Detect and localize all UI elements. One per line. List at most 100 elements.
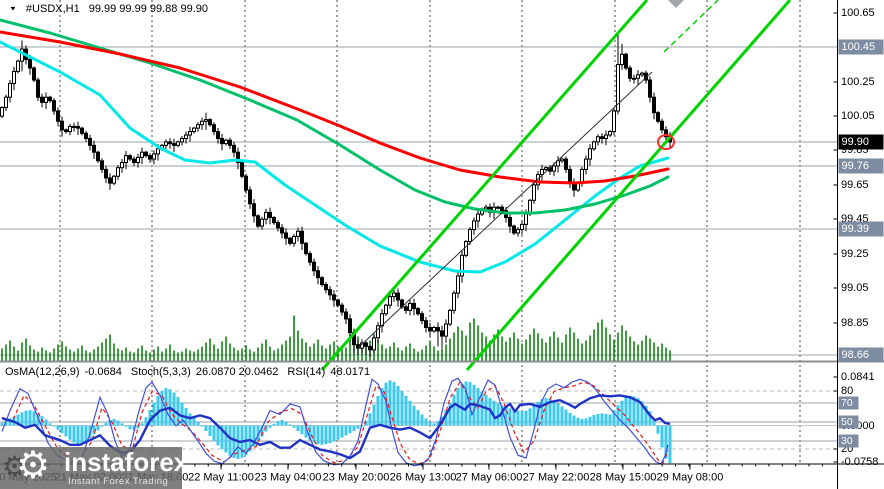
volume-bar (69, 349, 71, 361)
volume-bar (269, 346, 271, 361)
osma-bar (216, 425, 220, 446)
volume-bar (249, 349, 251, 361)
osma-bar (92, 425, 96, 435)
osma-bar (316, 425, 320, 445)
osma-bar (24, 410, 28, 426)
volume-bar (253, 351, 255, 361)
osma-bar (156, 395, 160, 426)
candle-bull (516, 229, 520, 234)
osma-bar (264, 425, 268, 432)
stochastic-signal-line (1, 380, 669, 465)
osma-bar (356, 425, 360, 429)
price-tick-label: 99.05 (841, 282, 869, 294)
osma-bar (516, 410, 520, 426)
osma-bar (636, 398, 640, 426)
osma-bar (276, 421, 280, 426)
candle-bull (116, 167, 120, 177)
badge-label: 100.45 (842, 41, 876, 53)
volume-bar (557, 337, 559, 361)
osma-bar (304, 425, 308, 438)
candle-bull (152, 153, 156, 160)
price-tick-label: 99.25 (841, 248, 869, 260)
volume-bar (85, 350, 87, 361)
time-axis-label: 27 May 06:00 (456, 472, 523, 484)
osma-bar (116, 420, 120, 426)
candle-bull (180, 137, 184, 143)
volume-bar (133, 352, 135, 361)
badge-label: 98.66 (842, 349, 870, 361)
volume-bar (513, 332, 515, 361)
candle-bear (300, 230, 304, 244)
volume-bar (145, 350, 147, 361)
support-resistance-lines (0, 46, 838, 356)
candle-bull (12, 70, 16, 84)
candle-bear (132, 158, 136, 164)
osma-bar (68, 425, 72, 440)
osma-bar (252, 425, 256, 447)
candle-bull (604, 134, 608, 139)
time-axis-label: 28 May 15:00 (590, 472, 657, 484)
candle-bear (304, 242, 308, 255)
volume-bar (349, 334, 351, 361)
candle-bear (624, 53, 628, 69)
osma-bar (232, 425, 236, 458)
candle-bear (56, 110, 60, 122)
trend-channel[interactable] (320, 0, 792, 371)
volume-bar (213, 344, 215, 361)
price-tick-label: 99.65 (841, 179, 869, 191)
chart-shift-marker-icon (668, 0, 684, 8)
osma-bar (480, 391, 484, 426)
candle-bear (60, 120, 64, 131)
osma-bar (548, 398, 552, 426)
osma-bar (172, 392, 176, 426)
volume-bar (273, 350, 275, 361)
osma-bar (248, 425, 252, 452)
volume-bar (73, 351, 75, 361)
osma-bar (652, 418, 656, 426)
osma-bar (224, 425, 228, 453)
candle-bear (328, 289, 332, 296)
candle-bull (608, 131, 612, 136)
volume-bar (441, 348, 443, 361)
volume-bar (377, 339, 379, 361)
osma-bar (552, 400, 556, 426)
osma-bar (532, 405, 536, 426)
candle-bull (388, 296, 392, 306)
volume-bar (445, 344, 447, 361)
badge-label: 50 (841, 416, 853, 428)
time-axis-label: 27 May 22:00 (523, 472, 590, 484)
volume-bar (65, 346, 67, 361)
osma-bar (544, 398, 548, 426)
osma-bar (4, 420, 8, 426)
osma-bar (348, 425, 352, 434)
candle-bear (172, 143, 176, 146)
candle-bull (4, 96, 8, 109)
osma-bar (392, 382, 396, 426)
osma-bar (520, 411, 524, 426)
candle-bear (512, 225, 516, 234)
osma-bar (396, 385, 400, 426)
stoch-label: Stoch(5,3,3) (130, 366, 191, 378)
osma-bar (8, 418, 12, 426)
candle-bull (632, 77, 636, 80)
volume-bar (333, 341, 335, 361)
candle-bear (212, 124, 216, 133)
volume-bar (601, 319, 603, 361)
osma-bar (444, 410, 448, 426)
symbol-dropdown-icon[interactable]: ▼ (9, 5, 17, 13)
osma-bar (288, 424, 292, 426)
candle-bull (484, 206, 488, 210)
volume-bar (625, 330, 627, 361)
candle-bull (616, 64, 620, 112)
volume-bar (597, 322, 599, 361)
candle-bull (264, 211, 268, 220)
osma-bar (220, 425, 224, 450)
candle-bull (44, 96, 48, 103)
osma-bar (20, 412, 24, 426)
candle-bull (372, 337, 376, 351)
price-axis[interactable]: 100.65100.25100.0599.8599.6599.4599.2599… (833, 7, 884, 468)
osma-bar (452, 394, 456, 426)
candle-bear (40, 96, 44, 103)
osma-bar (28, 410, 32, 426)
